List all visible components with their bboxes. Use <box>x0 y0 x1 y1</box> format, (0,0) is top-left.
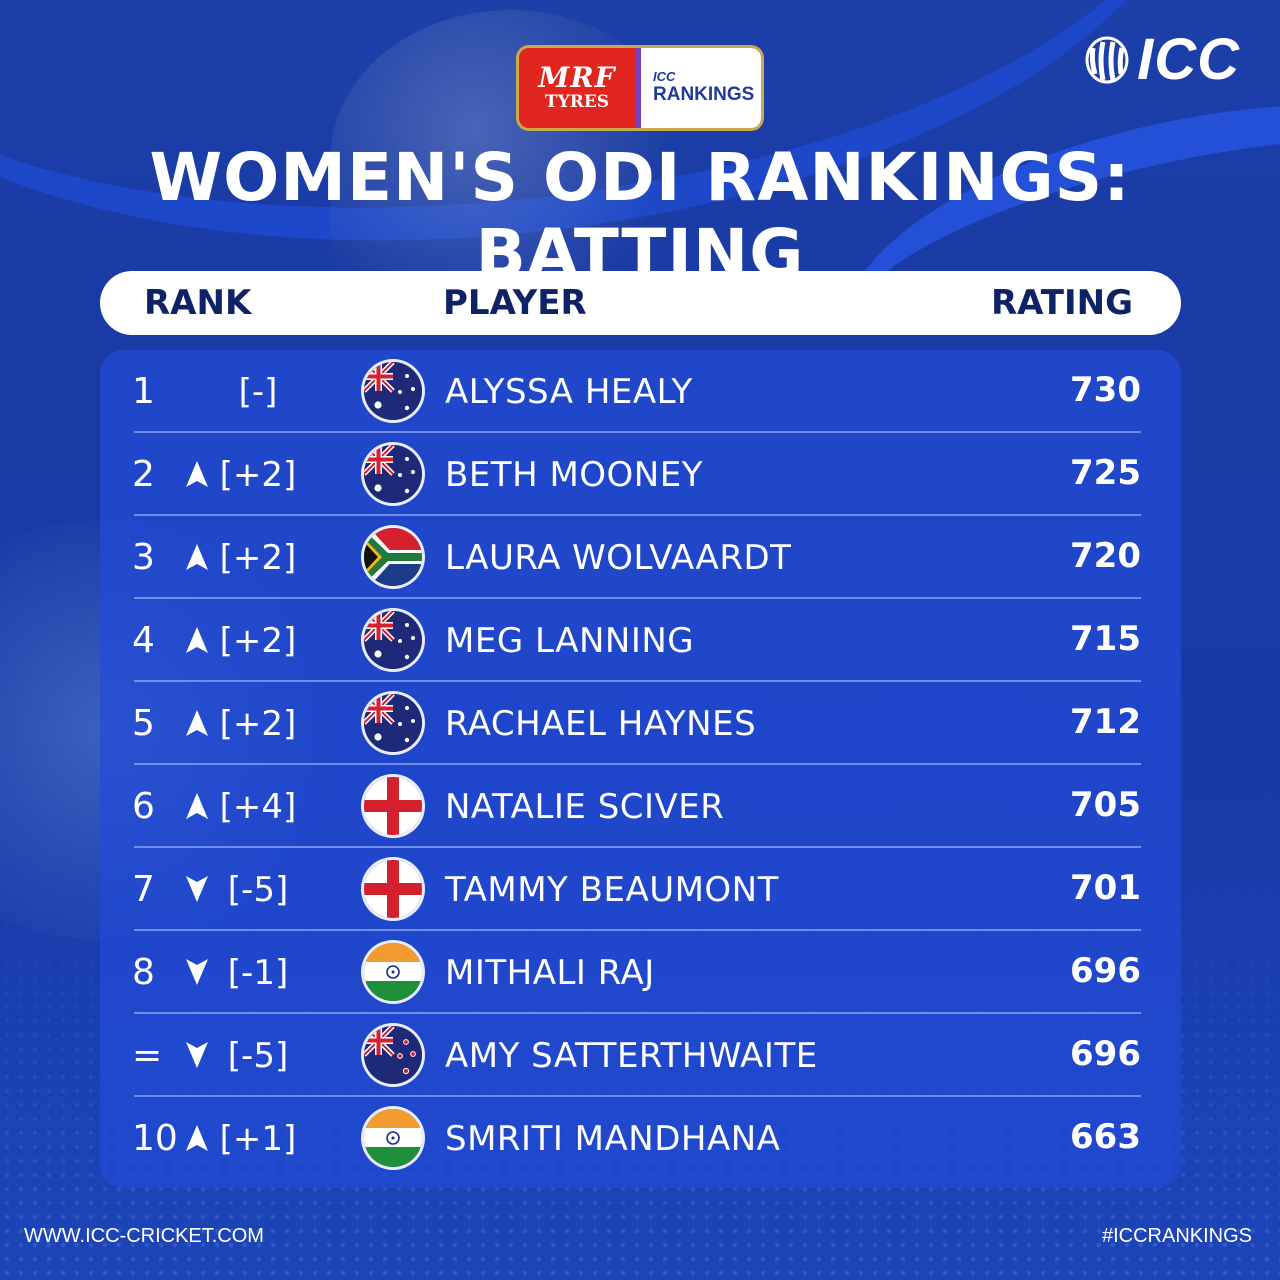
row-divider <box>134 597 1141 599</box>
row-divider <box>134 431 1141 433</box>
icc-logo: ICC <box>1083 30 1240 90</box>
row-divider <box>134 680 1141 682</box>
row-divider <box>134 929 1141 931</box>
hashtag: #ICCRANKINGS <box>1101 1225 1252 1247</box>
australia-flag-icon <box>364 611 422 669</box>
tyres-text: TYRES <box>544 92 610 112</box>
australia-flag-icon <box>364 694 422 752</box>
mrf-tyres-logo: MRF TYRES <box>519 48 635 128</box>
rank-change: [-1] <box>227 953 289 993</box>
website-link[interactable]: WWW.ICC-CRICKET.COM <box>24 1225 264 1247</box>
rank-number: 6 <box>132 786 155 827</box>
rank-number: 1 <box>132 371 155 412</box>
icc-crest-icon <box>1085 36 1129 84</box>
table-header: RANK PLAYER RATING <box>100 271 1181 335</box>
rank-number: 5 <box>132 703 155 744</box>
rank-number: 2 <box>132 454 155 495</box>
rank-change: [+2] <box>219 621 297 661</box>
player-rating: 705 <box>1070 785 1141 825</box>
new-zealand-flag-icon <box>364 1026 422 1084</box>
player-name: SMRITI MANDHANA <box>445 1119 781 1159</box>
player-name: BETH MOONEY <box>445 455 703 495</box>
page-title: WOMEN'S ODI RANKINGS: BATTING <box>149 139 1131 292</box>
mrf-brand-text: MRF <box>538 61 616 94</box>
rank-number: 3 <box>132 537 155 578</box>
arrow-down-icon <box>184 957 210 987</box>
rank-number: 10 <box>132 1118 178 1159</box>
england-flag-icon <box>364 860 422 918</box>
england-flag-icon <box>364 777 422 835</box>
australia-flag-icon <box>364 445 422 503</box>
player-name: ALYSSA HEALY <box>445 372 693 412</box>
arrow-down-icon <box>184 1040 210 1070</box>
rankings-table: 1 [-] ALYSSA HEALY 730 2 [+2] BETH MOONE… <box>100 350 1181 1188</box>
rank-number: 8 <box>132 952 155 993</box>
table-row: 6 [+4] NATALIE SCIVER 705 <box>100 765 1181 848</box>
table-row: 7 [-5] TAMMY BEAUMONT 701 <box>100 848 1181 931</box>
player-name: AMY SATTERTHWAITE <box>445 1036 818 1076</box>
row-divider <box>134 763 1141 765</box>
player-rating: 725 <box>1070 453 1141 493</box>
player-rating: 696 <box>1070 951 1141 991</box>
india-flag-icon <box>364 1109 422 1167</box>
player-rating: 715 <box>1070 619 1141 659</box>
table-row: 8 [-1] MITHALI RAJ 696 <box>100 931 1181 1014</box>
icc-logo-text: ICC <box>1137 27 1240 92</box>
arrow-up-icon <box>184 708 210 738</box>
row-divider <box>134 1095 1141 1097</box>
south-africa-flag-icon <box>364 528 422 586</box>
arrow-down-icon <box>184 874 210 904</box>
table-row: 5 [+2] RACHAEL HAYNES 712 <box>100 682 1181 765</box>
header-rank: RANK <box>144 283 252 323</box>
arrow-up-icon <box>184 542 210 572</box>
arrow-up-icon <box>184 791 210 821</box>
table-row: 2 [+2] BETH MOONEY 725 <box>100 433 1181 516</box>
player-name: RACHAEL HAYNES <box>445 704 757 744</box>
rank-change: [-5] <box>227 870 289 910</box>
australia-flag-icon <box>364 362 422 420</box>
player-rating: 720 <box>1070 536 1141 576</box>
player-rating: 701 <box>1070 868 1141 908</box>
rank-change: [+4] <box>219 787 297 827</box>
rank-change: [-5] <box>227 1036 289 1076</box>
player-name: TAMMY BEAUMONT <box>445 870 779 910</box>
row-divider <box>134 846 1141 848</box>
rank-number: 7 <box>132 869 155 910</box>
table-row: 4 [+2] MEG LANNING 715 <box>100 599 1181 682</box>
icc-rankings-logo: ICC RANKINGS <box>635 48 761 128</box>
rank-change: [-] <box>238 372 278 412</box>
arrow-up-icon <box>184 459 210 489</box>
table-row: 3 [+2] LAURA WOLVAARDT 720 <box>100 516 1181 599</box>
player-rating: 696 <box>1070 1034 1141 1074</box>
player-rating: 663 <box>1070 1117 1141 1157</box>
row-divider <box>134 1012 1141 1014</box>
table-row: 1 [-] ALYSSA HEALY 730 <box>100 350 1181 433</box>
rank-change: [+2] <box>219 538 297 578</box>
player-name: LAURA WOLVAARDT <box>445 538 792 578</box>
header-rating: RATING <box>990 283 1133 323</box>
header-player: PLAYER <box>443 283 587 323</box>
player-rating: 730 <box>1070 370 1141 410</box>
movement-icon <box>184 376 210 406</box>
arrow-up-icon <box>184 625 210 655</box>
player-name: MITHALI RAJ <box>445 953 655 993</box>
rank-number: 4 <box>132 620 155 661</box>
player-rating: 712 <box>1070 702 1141 742</box>
rank-change: [+2] <box>219 455 297 495</box>
rank-number: = <box>132 1035 163 1076</box>
rank-change: [+1] <box>219 1119 297 1159</box>
player-name: NATALIE SCIVER <box>445 787 725 827</box>
table-row: = [-5] AMY SATTERTHWAITE 696 <box>100 1014 1181 1097</box>
row-divider <box>134 514 1141 516</box>
rankings-small-text: ICC <box>653 69 676 84</box>
rank-change: [+2] <box>219 704 297 744</box>
player-name: MEG LANNING <box>445 621 695 661</box>
table-row: 10 [+1] SMRITI MANDHANA 663 <box>100 1097 1181 1180</box>
rankings-label: RANKINGS <box>653 84 755 105</box>
india-flag-icon <box>364 943 422 1001</box>
sponsor-badge: MRF TYRES ICC RANKINGS <box>519 48 761 128</box>
arrow-up-icon <box>184 1123 210 1153</box>
